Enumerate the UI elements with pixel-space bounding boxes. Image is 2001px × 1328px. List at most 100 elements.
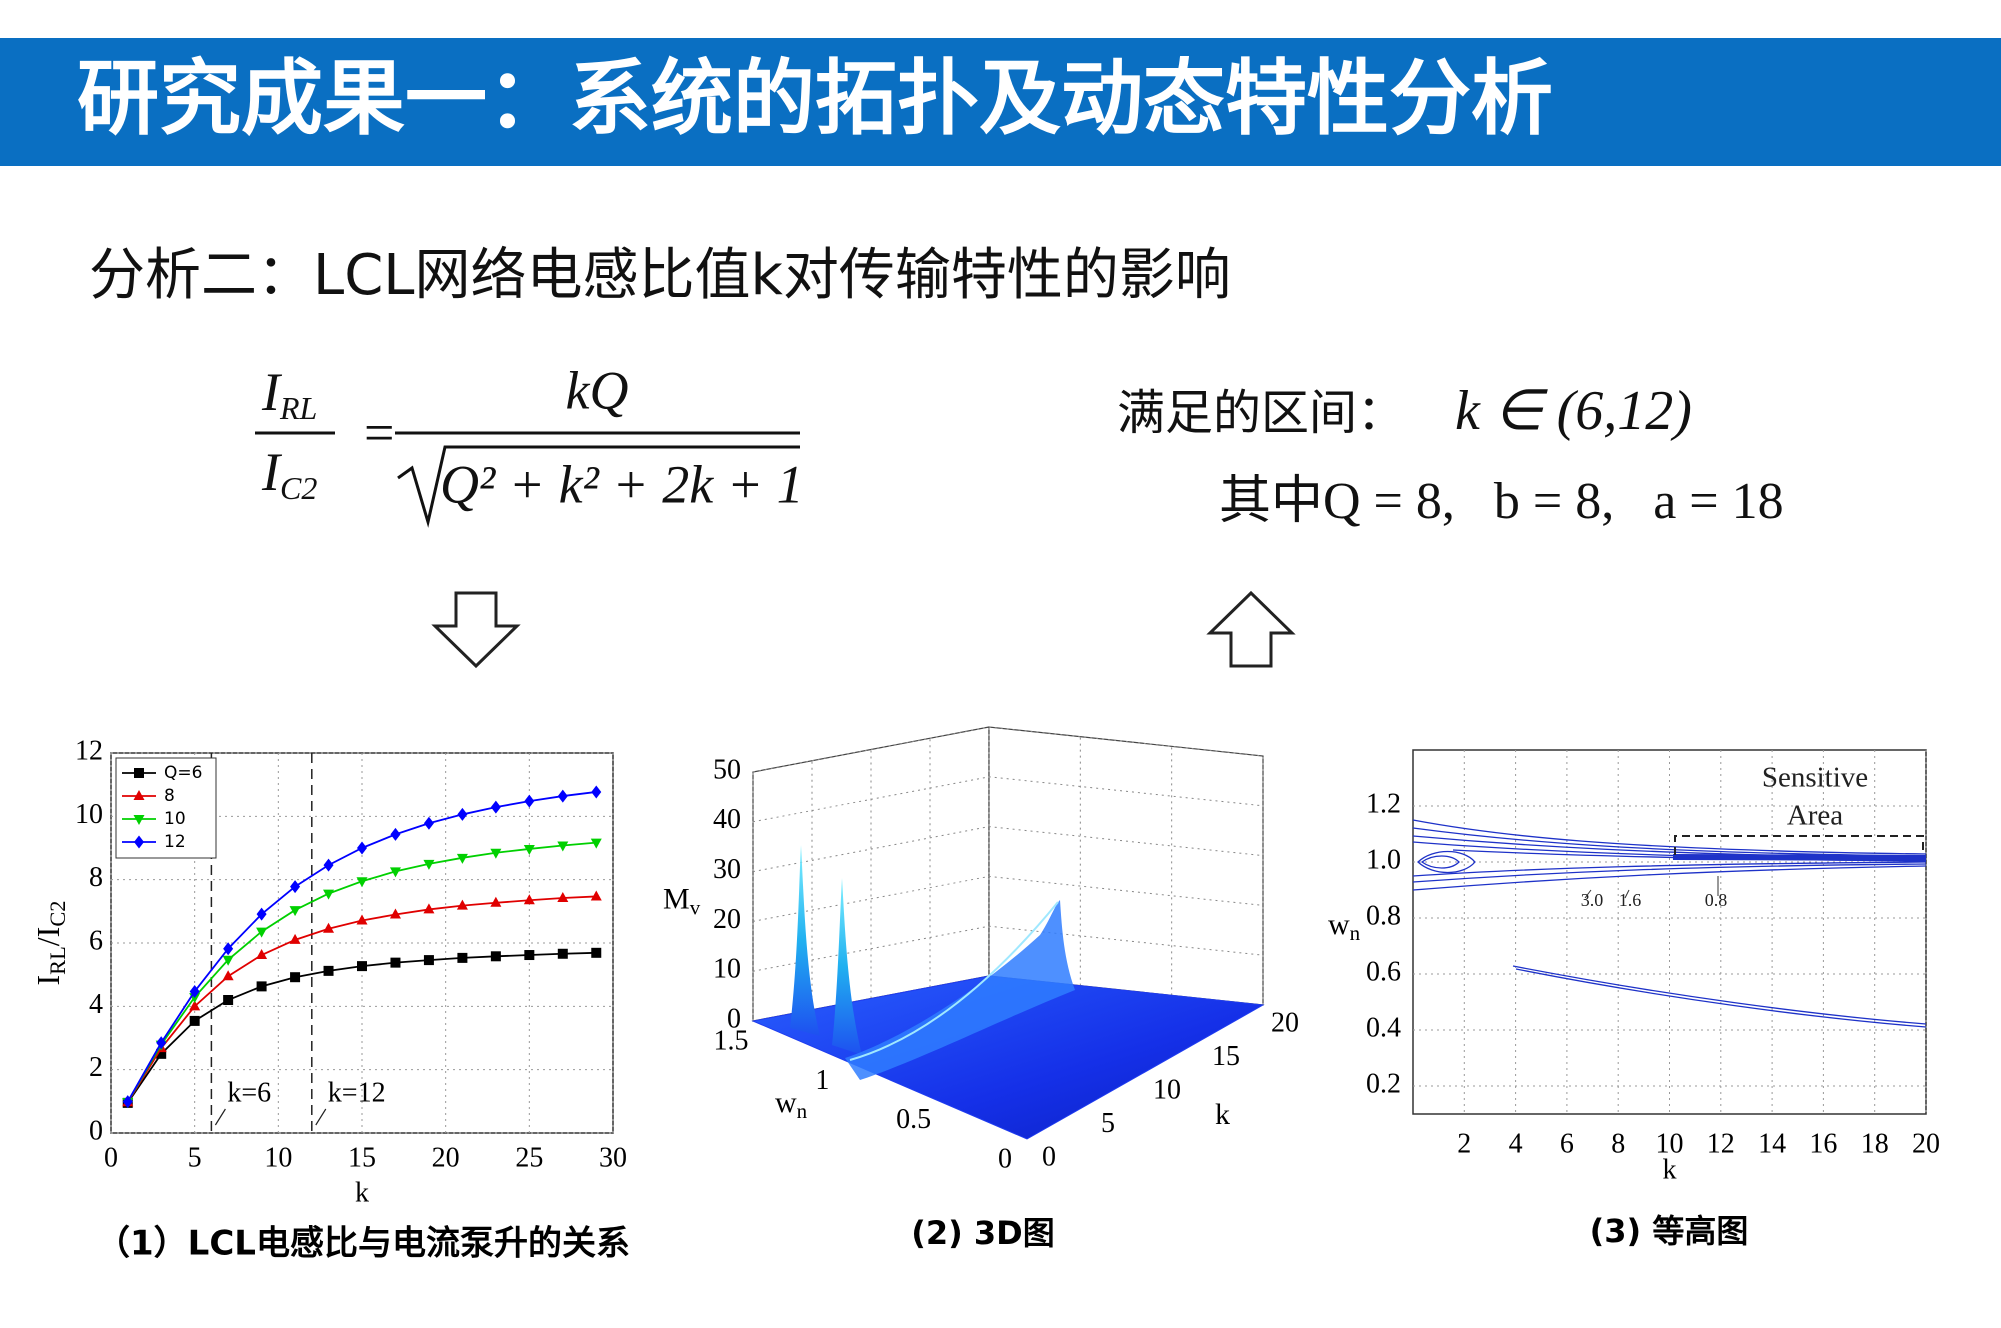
- legend-marker: [133, 790, 145, 800]
- data-point: [290, 972, 301, 983]
- y-tick-label: 0.2: [1366, 1068, 1401, 1099]
- y-axis-label-part: w: [1328, 908, 1350, 941]
- data-point: [389, 867, 401, 878]
- formula-denominator: Q² + k² + 2k + 1: [440, 454, 804, 514]
- data-point: [356, 877, 368, 888]
- caption: (3) 等高图: [1590, 1212, 1749, 1250]
- legend-label: Q=6: [164, 763, 202, 783]
- annotation: k=12: [328, 1077, 386, 1108]
- data-point: [590, 890, 602, 901]
- x-tick-label: 20: [1912, 1128, 1940, 1159]
- wn-axis-label: wn: [775, 1086, 808, 1123]
- legend-label: 10: [164, 809, 186, 829]
- y-tick-label: 0.4: [1366, 1012, 1401, 1043]
- contour: [1412, 827, 1927, 857]
- data-point: [423, 859, 435, 870]
- contour-label: 3.0: [1581, 890, 1604, 910]
- y-axis-label: wn: [1328, 908, 1361, 945]
- data-point: [323, 858, 334, 872]
- y-tick-label: 0.6: [1366, 956, 1401, 987]
- data-point: [256, 927, 268, 938]
- z-tick-label: 40: [713, 804, 741, 835]
- x-tick-label: 6: [1560, 1128, 1574, 1159]
- data-point: [323, 922, 335, 933]
- data-point: [557, 948, 568, 959]
- data-point: [490, 800, 501, 814]
- x-tick-label: 25: [515, 1142, 543, 1173]
- data-point: [456, 853, 468, 864]
- z-tick-label: 0: [727, 1003, 741, 1034]
- data-point: [189, 984, 200, 998]
- k-tick-label: 10: [1153, 1074, 1181, 1105]
- caption: (2) 3D图: [911, 1214, 1055, 1252]
- x-tick-label: 10: [264, 1142, 292, 1173]
- y-axis-label-part: I: [30, 975, 66, 986]
- x-tick-label: 14: [1758, 1128, 1786, 1159]
- data-point: [223, 942, 234, 956]
- legend-marker: [134, 768, 144, 778]
- header-title: 研究成果一：系统的拓扑及动态特性分析: [77, 51, 1553, 146]
- wn-tick-label: 0: [998, 1143, 1012, 1174]
- z-tick-label: 20: [713, 904, 741, 935]
- data-point: [557, 841, 569, 852]
- legend-label: 12: [164, 832, 186, 852]
- data-point: [256, 907, 267, 921]
- annotation: Area: [1787, 800, 1843, 832]
- z-axis-label-part: v: [690, 895, 701, 919]
- k-axis-label: k: [1215, 1098, 1230, 1131]
- data-point: [490, 896, 502, 907]
- data-point: [591, 785, 602, 799]
- contour: [1412, 863, 1927, 883]
- data-point: [456, 899, 468, 910]
- data-point: [289, 933, 301, 944]
- x-tick-label: 30: [599, 1142, 627, 1173]
- annotation-leader: [315, 1108, 327, 1126]
- y-axis-label-part: C2: [45, 901, 70, 927]
- annotation: k=6: [227, 1077, 271, 1108]
- contour: [1512, 965, 1927, 1025]
- y-tick-label: 1.2: [1366, 788, 1401, 819]
- data-point: [490, 951, 501, 962]
- formula-text: IRL: [261, 362, 317, 426]
- data-point: [256, 949, 268, 960]
- formula: IRL IC2 = kQ Q² + k² + 2k + 1: [255, 360, 804, 528]
- data-point: [524, 950, 535, 961]
- data-point: [156, 1036, 167, 1050]
- caption: （1）LCL电感比与电流泵升的关系: [96, 1224, 630, 1264]
- x-tick-label: 8: [1611, 1128, 1625, 1159]
- data-point: [490, 848, 502, 859]
- data-point: [423, 816, 434, 830]
- data-point: [524, 794, 535, 808]
- legend-marker: [134, 835, 144, 849]
- surface: [751, 975, 1265, 1140]
- label-leader: [1584, 876, 1719, 899]
- header-bar: [0, 38, 2001, 166]
- wn-axis-label-part: n: [797, 1099, 808, 1123]
- formula-numerator: kQ: [566, 360, 629, 420]
- wn-tick-label: 1.5: [714, 1025, 749, 1056]
- y-tick-label: 10: [75, 799, 103, 830]
- surface-peaks: [790, 845, 1075, 1080]
- data-point: [323, 889, 335, 900]
- z-tick-label: 30: [713, 854, 741, 885]
- k-tick-label: 20: [1271, 1007, 1299, 1038]
- condition-range: k ∈ (6,12): [1455, 380, 1692, 442]
- x-axis-label: k: [1663, 1154, 1677, 1185]
- grid-line: [752, 726, 1264, 773]
- peak: [832, 878, 862, 1055]
- condition-label: 满足的区间：: [1117, 385, 1405, 441]
- ridge-edge: [849, 901, 1059, 1061]
- data-point: [223, 995, 234, 1005]
- z-axis-label: Mv: [663, 882, 701, 919]
- data-point: [591, 947, 602, 958]
- y-tick-label: 0: [89, 1115, 103, 1146]
- z-tick-label: 50: [713, 754, 741, 785]
- contour: [1412, 819, 1927, 855]
- data-point: [457, 807, 468, 821]
- y-axis-label: IRL/IC2: [30, 901, 70, 986]
- data-point: [189, 1000, 201, 1011]
- wn-tick-label: 1: [815, 1065, 829, 1096]
- annotation: Sensitive: [1762, 762, 1868, 794]
- z-tick-label: 10: [713, 954, 741, 985]
